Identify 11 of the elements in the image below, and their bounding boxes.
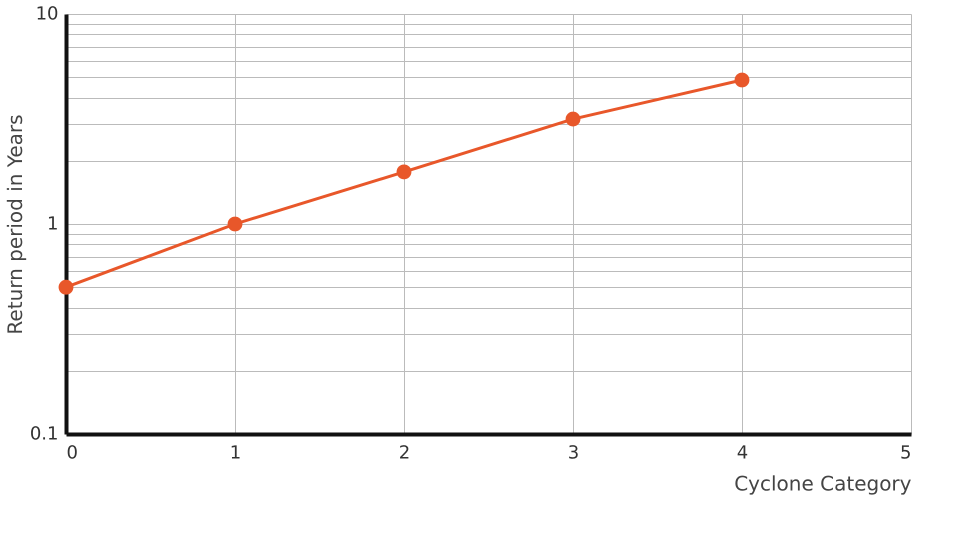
x-tick-label: 4 (736, 442, 748, 464)
x-tick-label: 5 (900, 442, 912, 464)
x-tick-label: 1 (230, 442, 242, 464)
y-tick-label: 0.1 (30, 424, 58, 444)
y-tick-label: 1 (47, 214, 58, 234)
x-tick-label: 3 (568, 442, 580, 464)
y-tick-label: 10 (36, 4, 58, 24)
x-axis-title: Cyclone Category (734, 472, 912, 496)
y-axis-title: Return period in Years (2, 114, 27, 335)
x-tick-label: 0 (66, 442, 78, 464)
x-tick-label: 2 (398, 442, 410, 464)
